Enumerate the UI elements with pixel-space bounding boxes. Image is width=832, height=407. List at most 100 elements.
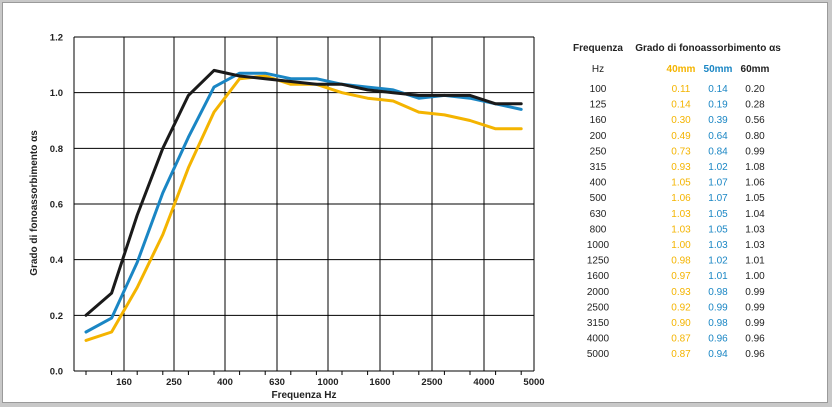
table-cell-40mm: 0.87 xyxy=(671,334,691,345)
table-cell-60mm: 1.06 xyxy=(745,178,765,189)
table-cell-60mm: 1.04 xyxy=(745,209,765,220)
table-cell-60mm: 0.99 xyxy=(745,318,765,329)
series-lines xyxy=(84,68,523,342)
table-cell-50mm: 1.01 xyxy=(708,271,728,282)
table-cell-60mm: 1.03 xyxy=(745,240,765,251)
table-cell-frequency: 3150 xyxy=(587,318,610,329)
table-cell-50mm: 1.03 xyxy=(708,240,728,251)
table-cell-60mm: 1.05 xyxy=(745,193,765,204)
y-tick-labels: 0.0 0.2 0.4 0.6 0.8 1.0 1.2 xyxy=(50,33,64,378)
table-cell-50mm: 1.05 xyxy=(708,224,728,235)
table-cell-40mm: 0.87 xyxy=(671,349,691,360)
table-cell-40mm: 0.98 xyxy=(671,256,691,267)
table-rows: 100 0.11 0.14 0.20 125 0.14 0.19 0.28 160 0.30 0.3… xyxy=(587,84,765,360)
table-cell-40mm: 0.73 xyxy=(671,146,691,157)
table-cell-frequency: 315 xyxy=(590,162,607,173)
table-header-frequency: Frequenza xyxy=(573,43,623,54)
table-cell-60mm: 0.20 xyxy=(745,84,765,95)
table-cell-50mm: 0.39 xyxy=(708,115,728,126)
table-cell-frequency: 500 xyxy=(590,193,607,204)
table-cell-40mm: 1.03 xyxy=(671,224,691,235)
table-cell-40mm: 1.03 xyxy=(671,209,691,220)
series-line-40mm xyxy=(84,74,523,342)
table-cell-40mm: 0.93 xyxy=(671,162,691,173)
table-cell-40mm: 1.00 xyxy=(671,240,691,251)
x-tick-label: 400 xyxy=(217,377,233,388)
table-cell-60mm: 1.03 xyxy=(745,224,765,235)
table-cell-frequency: 400 xyxy=(590,178,607,189)
table-cell-50mm: 0.14 xyxy=(708,84,728,95)
table-cell-50mm: 0.19 xyxy=(708,100,728,111)
table-cell-60mm: 0.80 xyxy=(745,131,765,142)
table-cell-50mm: 1.07 xyxy=(708,193,728,204)
table-cell-40mm: 1.06 xyxy=(671,193,691,204)
x-axis-label: Frequenza Hz xyxy=(271,390,336,401)
table-cell-60mm: 0.96 xyxy=(745,349,765,360)
table-cell-50mm: 0.84 xyxy=(708,146,728,157)
table-cell-frequency: 800 xyxy=(590,224,607,235)
table-header-unit: Hz xyxy=(592,64,604,75)
table-cell-50mm: 0.64 xyxy=(708,131,728,142)
table-cell-50mm: 0.98 xyxy=(708,318,728,329)
table-cell-frequency: 1000 xyxy=(587,240,610,251)
table-cell-frequency: 2000 xyxy=(587,287,610,298)
x-tick-label: 1000 xyxy=(317,377,338,388)
table-cell-frequency: 100 xyxy=(590,84,607,95)
table-cell-40mm: 0.90 xyxy=(671,318,691,329)
table-cell-60mm: 0.28 xyxy=(745,100,765,111)
table-cell-50mm: 0.98 xyxy=(708,287,728,298)
table-cell-40mm: 0.92 xyxy=(671,302,691,313)
table-cell-60mm: 1.08 xyxy=(745,162,765,173)
x-tick-labels: 160 250 400 630 1000 1600 2500 4000 5000 xyxy=(116,377,545,388)
series-line-50mm xyxy=(84,71,523,334)
y-tick-label: 0.4 xyxy=(50,255,64,266)
x-tick-label: 1600 xyxy=(369,377,390,388)
y-tick-label: 1.0 xyxy=(50,88,63,99)
data-table: Frequenza Grado di fonoassorbimento αs H… xyxy=(533,37,781,371)
table-cell-frequency: 4000 xyxy=(587,334,610,345)
grid xyxy=(73,36,535,375)
table-cell-40mm: 0.30 xyxy=(671,115,691,126)
y-tick-label: 0.6 xyxy=(50,200,63,211)
y-tick-label: 0.2 xyxy=(50,311,63,322)
table-cell-40mm: 0.11 xyxy=(672,84,691,95)
table-cell-50mm: 1.02 xyxy=(708,162,728,173)
y-tick-label: 0.8 xyxy=(50,144,63,155)
table-cell-frequency: 630 xyxy=(590,209,607,220)
table-cell-50mm: 0.94 xyxy=(708,349,728,360)
table-cell-frequency: 2500 xyxy=(587,302,610,313)
x-tick-label: 2500 xyxy=(421,377,442,388)
table-cell-40mm: 0.14 xyxy=(671,100,691,111)
table-cell-60mm: 0.99 xyxy=(745,287,765,298)
chart-frame xyxy=(2,2,828,403)
table-cell-40mm: 0.93 xyxy=(671,287,691,298)
table-cell-50mm: 0.96 xyxy=(708,334,728,345)
table-cell-frequency: 200 xyxy=(590,131,607,142)
table-cell-50mm: 1.07 xyxy=(708,178,728,189)
table-header-40mm: 40mm xyxy=(667,64,696,75)
table-cell-frequency: 5000 xyxy=(587,349,610,360)
y-axis-label: Grado di fonoassorbimento αs xyxy=(29,130,40,276)
x-tick-label: 5000 xyxy=(523,377,544,388)
table-cell-60mm: 0.56 xyxy=(745,115,765,126)
table-cell-frequency: 1250 xyxy=(587,256,610,267)
table-cell-50mm: 1.05 xyxy=(708,209,728,220)
table-cell-60mm: 1.00 xyxy=(745,271,765,282)
x-tick-label: 250 xyxy=(166,377,182,388)
x-tick-label: 630 xyxy=(269,377,285,388)
table-cell-frequency: 1600 xyxy=(587,271,610,282)
table-cell-50mm: 1.02 xyxy=(708,256,728,267)
table-cell-frequency: 125 xyxy=(590,100,607,111)
table-cell-frequency: 250 xyxy=(590,146,607,157)
y-tick-label: 0.0 xyxy=(50,367,63,378)
table-cell-60mm: 0.99 xyxy=(745,302,765,313)
table-cell-40mm: 0.49 xyxy=(671,131,691,142)
table-cell-40mm: 1.05 xyxy=(671,178,691,189)
x-tick-label: 160 xyxy=(116,377,132,388)
table-cell-40mm: 0.97 xyxy=(671,271,691,282)
x-tick-label: 4000 xyxy=(473,377,494,388)
table-cell-frequency: 160 xyxy=(590,115,607,126)
table-cell-50mm: 0.99 xyxy=(708,302,728,313)
table-header-grade: Grado di fonoassorbimento αs xyxy=(635,43,781,54)
